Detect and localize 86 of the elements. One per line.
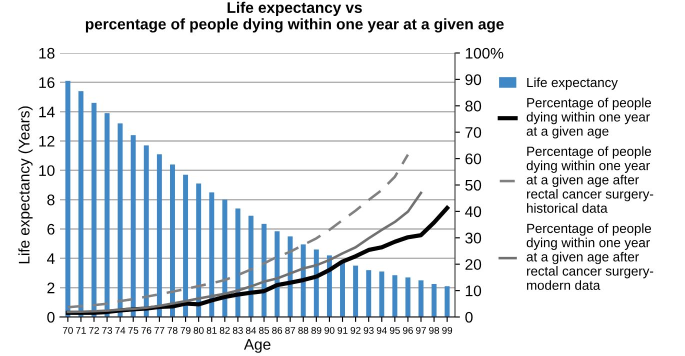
- y-tick-label: 2: [47, 282, 54, 294]
- y2-tick-label: 10: [466, 285, 482, 296]
- x-tick-label: 82: [220, 326, 230, 334]
- x-tick-label: 86: [272, 326, 282, 334]
- x-tick-label: 83: [232, 326, 243, 334]
- x-tick-label: 99: [442, 326, 452, 334]
- line-series: [66, 192, 422, 314]
- y2-tick-label: 50: [465, 180, 482, 191]
- y2-tick-label: 40: [465, 206, 482, 218]
- y-tick-label: 0: [47, 312, 55, 323]
- bar: [92, 102, 96, 317]
- x-tick-label: 89: [311, 326, 322, 334]
- x-tick-label: 73: [102, 326, 112, 334]
- bar: [144, 145, 149, 317]
- y-tick-label: 4: [46, 253, 55, 264]
- bar: [209, 192, 214, 317]
- y2-tick-label: 100%: [466, 48, 504, 59]
- bar: [78, 91, 84, 317]
- y2-tick-label: 20: [465, 259, 482, 270]
- x-tick-label: 80: [194, 326, 204, 334]
- bar: [65, 80, 70, 317]
- x-tick-label: 92: [350, 326, 361, 334]
- legend-label: Life expectancy: [527, 77, 618, 90]
- legend-label: Percentage of people dying within one year at a given age after rectal cancer surgery- modern data: [526, 223, 654, 290]
- bar: [432, 284, 437, 317]
- bar: [392, 275, 398, 317]
- bar: [300, 244, 306, 317]
- x-tick-label: 98: [429, 326, 440, 334]
- bar: [156, 154, 162, 317]
- legend-label: Percentage of people dying within one year at a given age: [526, 98, 652, 138]
- y2-tick-label: 90: [465, 74, 482, 86]
- bar: [262, 224, 267, 317]
- bar: [118, 123, 123, 317]
- x-tick-label: 76: [141, 326, 152, 334]
- bar: [170, 164, 175, 317]
- bar: [340, 261, 345, 317]
- y-tick-label: 10: [39, 165, 55, 176]
- bar: [104, 113, 110, 317]
- x-tick-label: 94: [376, 326, 387, 334]
- bar: [366, 270, 372, 317]
- x-tick-label: 84: [246, 326, 256, 334]
- chart-title: Life expectancy vs percentage of people dying within one year at a given age: [86, 2, 504, 33]
- x-tick-label: 72: [89, 326, 99, 334]
- y2-tick-label: 60: [466, 153, 482, 164]
- x-tick-label: 91: [338, 326, 348, 334]
- x-tick-label: 96: [402, 326, 413, 334]
- bar: [444, 286, 450, 317]
- x-tick-label: 75: [128, 327, 138, 334]
- bar: [235, 208, 240, 317]
- x-tick-label: 81: [206, 326, 217, 334]
- bar: [196, 184, 202, 317]
- x-tick-label: 90: [324, 326, 334, 334]
- y-tick-label: 18: [39, 48, 54, 59]
- y2-tick-label: 70: [466, 127, 482, 138]
- x-tick-label: 87: [285, 326, 296, 334]
- x-tick-label: 93: [364, 326, 374, 334]
- y-tick-label: 16: [39, 77, 54, 88]
- legend-label: Percentage of people dying within one year at a given age after rectal cancer surgery- historical data: [526, 146, 654, 213]
- y-tick-label: 14: [39, 106, 55, 118]
- y-tick-label: 12: [39, 136, 54, 147]
- x-tick-label: 79: [180, 326, 191, 334]
- y2-tick-label: 80: [465, 100, 482, 112]
- bar: [222, 200, 228, 317]
- y-tick-label: 8: [47, 194, 54, 206]
- x-tick-label: 71: [76, 327, 86, 334]
- y-tick-label: 6: [47, 224, 54, 235]
- x-tick-label: 85: [259, 326, 270, 334]
- x-tick-label: 95: [390, 326, 400, 334]
- x-tick-label: 97: [416, 326, 426, 334]
- y2-tick-label: 30: [465, 232, 482, 244]
- x-axis-title: Age: [244, 339, 270, 353]
- line-series: [66, 153, 410, 308]
- bar: [183, 174, 188, 317]
- bar: [353, 266, 358, 317]
- bar: [405, 277, 410, 317]
- bar: [418, 280, 424, 317]
- bar: [248, 216, 254, 317]
- x-tick-label: 78: [168, 326, 178, 334]
- bar: [379, 272, 384, 317]
- y-axis-title: Life expectancy (Years): [18, 106, 33, 264]
- x-tick-label: 88: [298, 326, 308, 334]
- x-tick-label: 74: [115, 327, 126, 334]
- y2-tick-label: 0: [465, 312, 473, 323]
- x-tick-label: 77: [154, 327, 164, 334]
- x-tick-label: 70: [62, 326, 73, 334]
- bar: [274, 231, 280, 317]
